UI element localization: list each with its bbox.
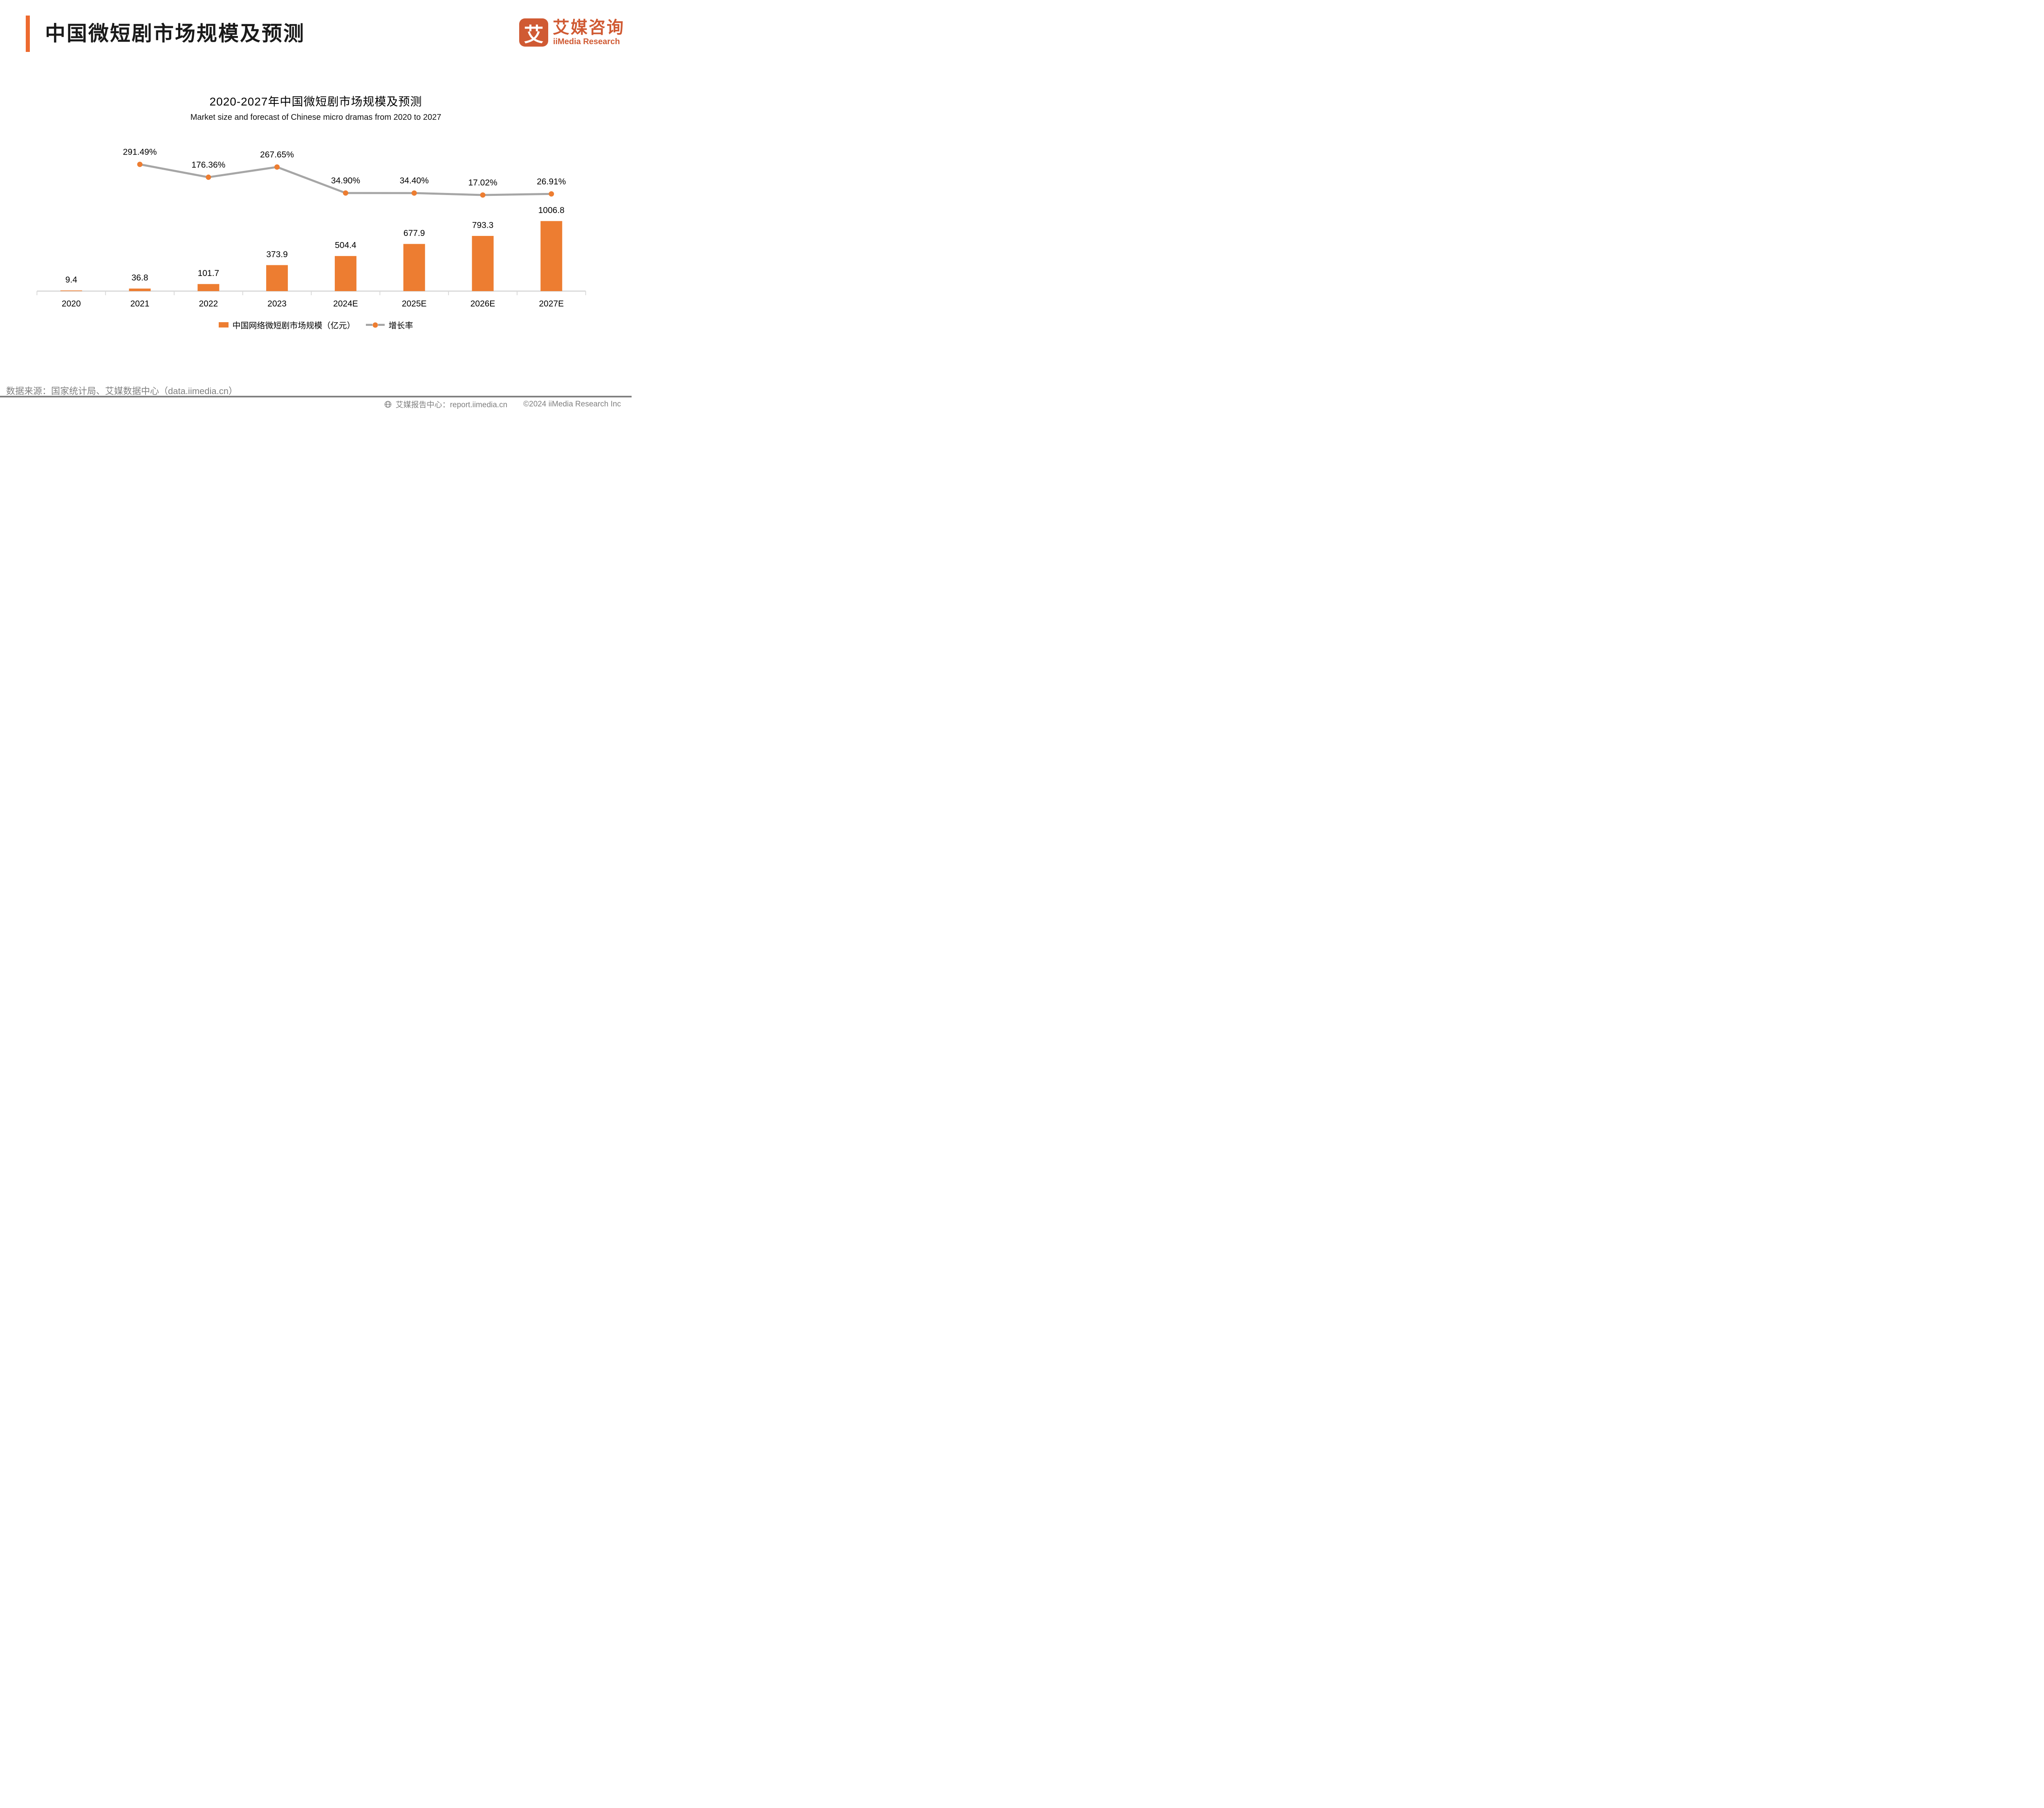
legend-item-market-size: 中国网络微短剧市场规模（亿元） (218, 319, 355, 331)
growth-rate-label: 34.90% (331, 176, 360, 186)
growth-dot-2026E (480, 192, 486, 198)
footer-divider (0, 396, 632, 397)
growth-dot-2021 (137, 162, 143, 167)
growth-dot-2023 (274, 164, 280, 170)
x-axis-label: 2020 (62, 299, 81, 309)
globe-icon (384, 401, 391, 408)
growth-rate-label: 176.36% (191, 160, 225, 170)
footer-copyright: ©2024 iiMedia Research Inc (523, 399, 621, 408)
chart-subtitle: Market size and forecast of Chinese micr… (190, 113, 442, 122)
report-page: 中国微短剧市场规模及预测 艾 艾媒咨询 iiMedia Research 202… (0, 0, 632, 411)
growth-rate-label: 34.40% (400, 176, 429, 186)
footer-report-center-link[interactable]: 艾媒报告中心：report.iimedia.cn (395, 401, 508, 409)
chart-title: 2020-2027年中国微短剧市场规模及预测 (209, 95, 422, 108)
iimedia-logo: 艾 艾媒咨询 iiMedia Research (519, 18, 623, 48)
line-series-marker-icon (365, 322, 385, 328)
legend-label-market-size: 中国网络微短剧市场规模（亿元） (232, 321, 355, 330)
growth-rate-label: 17.02% (468, 178, 497, 187)
bar-2027E (540, 221, 563, 291)
logo-name-en: iiMedia Research (553, 37, 620, 46)
growth-dot-2025E (411, 190, 417, 196)
bar-2024E (334, 256, 356, 291)
bar-2026E (472, 236, 494, 291)
x-axis-label: 2027E (539, 299, 564, 309)
growth-rate-label: 267.65% (260, 150, 294, 159)
bar-2023 (266, 265, 288, 291)
bar-2022 (197, 284, 220, 291)
x-axis-label: 2024E (333, 299, 358, 309)
growth-dot-2027E (549, 191, 554, 197)
bar-value-label: 504.4 (335, 241, 356, 250)
title-accent-bar (26, 16, 30, 52)
x-axis-label: 2026E (471, 299, 495, 309)
bar-value-label: 677.9 (403, 229, 425, 238)
bar-2020 (60, 290, 82, 291)
bar-value-label: 1006.8 (538, 206, 565, 215)
growth-rate-label: 291.49% (123, 147, 157, 157)
x-axis-label: 2025E (402, 299, 427, 309)
data-source-note: 数据来源：国家统计局、艾媒数据中心（data.iimedia.cn） (6, 386, 238, 396)
legend-item-growth-rate: 增长率 (365, 319, 413, 331)
legend-label-growth-rate: 增长率 (388, 321, 413, 330)
x-axis-label: 2021 (130, 299, 150, 309)
bar-value-label: 793.3 (472, 221, 494, 230)
footer: 艾媒报告中心：report.iimedia.cn ©2024 iiMedia R… (384, 399, 621, 410)
market-size-chart: 9.4 2020 36.8 2021 101.7 2022 373.9 2023 504.4 20… (36, 147, 586, 309)
bar-2021 (129, 288, 151, 291)
bar-2025E (403, 244, 425, 291)
bar-value-label: 9.4 (65, 275, 78, 285)
x-axis-label: 2023 (267, 299, 287, 309)
bar-value-label: 36.8 (132, 273, 148, 283)
logo-name-cn: 艾媒咨询 (553, 18, 625, 37)
bar-series-swatch-icon (218, 322, 229, 328)
growth-dot-2022 (206, 174, 211, 180)
growth-dot-2024E (343, 190, 348, 196)
iimedia-logo-icon: 艾 (519, 18, 548, 47)
bar-value-label: 373.9 (266, 250, 288, 259)
x-axis-label: 2022 (199, 299, 218, 309)
growth-rate-label: 26.91% (537, 177, 566, 186)
logo-glyph: 艾 (524, 24, 544, 46)
chart-legend: 中国网络微短剧市场规模（亿元） 增长率 (0, 319, 632, 331)
bar-value-label: 101.7 (198, 269, 220, 278)
page-title: 中国微短剧市场规模及预测 (45, 22, 305, 45)
